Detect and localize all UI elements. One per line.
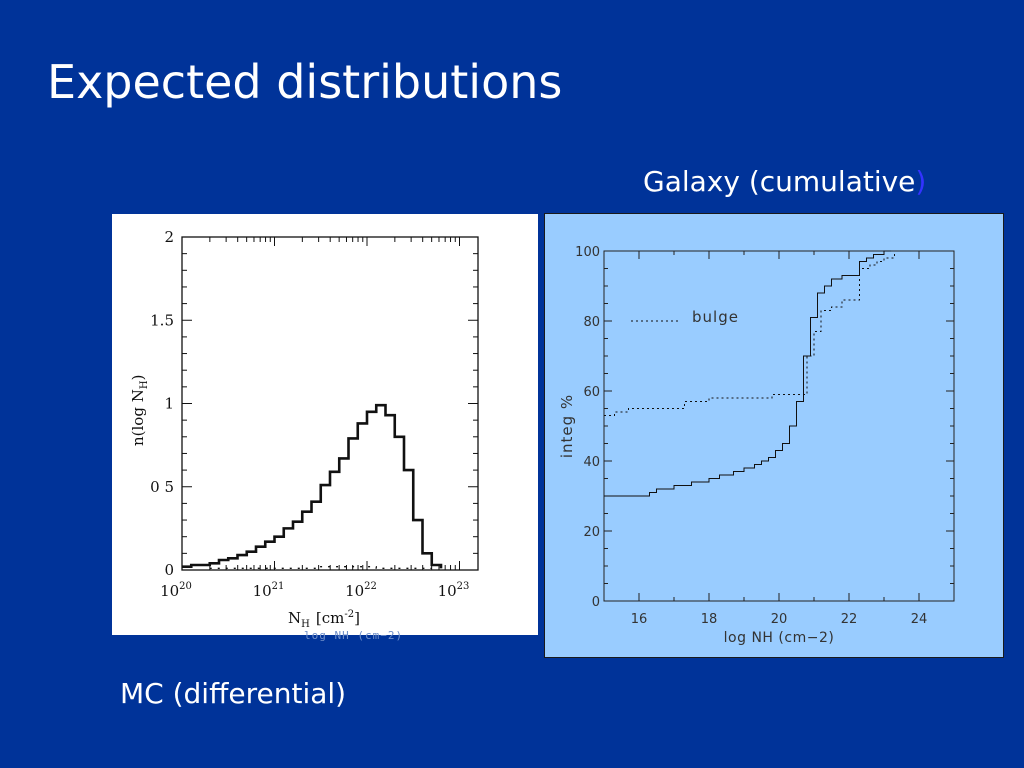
caption-mc: MC (differential)	[120, 677, 347, 710]
galaxy-ytick-label: 80	[583, 315, 600, 330]
galaxy-xlabel: log NH (cm−2)	[724, 630, 835, 646]
mc-ylabel-close: )	[129, 375, 147, 381]
mc-ytick-label: 2	[164, 228, 174, 246]
caption-galaxy-text: Galaxy (cumulative	[643, 165, 916, 198]
mc-series-histogram	[182, 403, 443, 569]
galaxy-series-bulge	[604, 251, 895, 416]
galaxy-plot-frame	[603, 250, 955, 602]
galaxy-ytick-label: 100	[575, 245, 600, 260]
galaxy-ylabel: integ %	[558, 394, 576, 458]
mc-ytick-label: 0 5	[150, 478, 174, 496]
galaxy-xtick-label: 18	[701, 612, 718, 627]
mc-ylabel-main: n(log N	[129, 389, 147, 446]
mc-series-dotted	[209, 566, 432, 569]
caption-galaxy-paren: )	[915, 165, 927, 198]
galaxy-ticks: 16 18 20 22 24 0 20 40 60 80 100	[575, 245, 955, 627]
galaxy-legend-label: bulge	[692, 308, 739, 326]
mc-chart-panel: 1020 1021 1022 1023 0 0 5 1 1.5 2 NH [cm-2] n(log…	[112, 214, 538, 635]
mc-xlabel-unit: [cm	[316, 609, 344, 627]
slide-title: Expected distributions	[47, 55, 563, 109]
mc-ytick-label: 1.5	[150, 311, 174, 329]
mc-xtick-label: 1022	[345, 581, 377, 600]
mc-xtick-label: 1023	[438, 581, 470, 600]
galaxy-xtick-label: 22	[841, 612, 858, 627]
galaxy-series-all	[604, 250, 891, 497]
mc-xlabel-close: ]	[354, 609, 360, 627]
galaxy-xtick-label: 20	[771, 612, 788, 627]
mc-xtick-label: 1021	[253, 581, 285, 600]
galaxy-chart: 16 18 20 22 24 0 20 40 60 80 100 bulge log NH (cm−…	[558, 245, 955, 646]
mc-xlabel-main: N	[288, 609, 301, 627]
galaxy-ytick-label: 40	[583, 455, 600, 470]
ghost-axis-label: log NH (cm−2)	[304, 629, 404, 642]
mc-xlabel-sub: H	[301, 619, 310, 630]
mc-ylabel-sub: H	[139, 380, 150, 389]
mc-plot-frame	[181, 236, 479, 571]
galaxy-ytick-label: 20	[583, 525, 600, 540]
mc-ylabel: n(log NH)	[129, 375, 150, 446]
mc-ytick-label: 0	[164, 561, 174, 579]
mc-ytick-label: 1	[164, 395, 174, 413]
mc-ticks: 1020 1021 1022 1023 0 0 5 1 1.5 2	[150, 228, 478, 600]
galaxy-xtick-label: 16	[631, 612, 648, 627]
mc-xtick-label: 1020	[160, 581, 192, 600]
galaxy-xtick-label: 24	[911, 612, 928, 627]
galaxy-ytick-label: 0	[592, 595, 600, 610]
galaxy-ytick-label: 60	[583, 385, 600, 400]
caption-galaxy: Galaxy (cumulative)	[643, 164, 926, 200]
galaxy-chart-panel: 16 18 20 22 24 0 20 40 60 80 100 bulge log NH (cm−…	[544, 213, 1004, 658]
mc-xlabel-sup: -2	[344, 609, 354, 620]
mc-xlabel: NH [cm-2]	[288, 609, 360, 630]
